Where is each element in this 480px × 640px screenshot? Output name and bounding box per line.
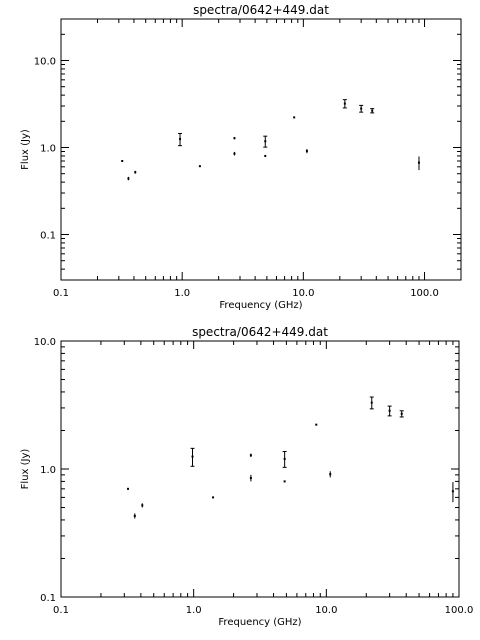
plot-2: spectra/0642+449.dat Frequency (GHz) Flux … — [20, 325, 473, 628]
y-tick-label: 10.0 — [34, 57, 56, 68]
point-marker — [370, 401, 373, 404]
x-tick-label: 10.0 — [315, 605, 337, 616]
x-axis-label: Frequency (GHz) — [219, 300, 302, 311]
data-point — [417, 156, 420, 171]
data-point — [359, 104, 364, 113]
data-point — [370, 108, 375, 114]
plot-1: spectra/0642+449.dat Frequency (GHz) Flux … — [20, 3, 462, 311]
data-point — [233, 137, 236, 140]
data-point — [329, 471, 332, 478]
data-point — [121, 159, 124, 162]
point-marker — [249, 454, 252, 457]
chart-title: spectra/0642+449.dat — [193, 3, 329, 17]
point-marker — [121, 159, 124, 162]
point-marker — [249, 477, 252, 480]
data-point — [283, 480, 286, 483]
point-marker — [315, 423, 318, 426]
x-tick-label: 1.0 — [186, 605, 202, 616]
x-tick-label: 100.0 — [410, 288, 439, 299]
point-marker — [400, 412, 403, 415]
data-point — [141, 503, 144, 508]
point-marker — [233, 137, 236, 140]
data-point — [212, 496, 215, 499]
y-tick-label: 1.0 — [40, 144, 56, 155]
plot-frame — [60, 340, 460, 598]
point-marker — [293, 116, 296, 119]
point-marker — [127, 487, 130, 490]
point-marker — [329, 473, 332, 476]
data-point — [315, 423, 318, 426]
data-point — [264, 154, 267, 157]
data-point — [399, 410, 404, 418]
y-axis-label: Flux (Jy) — [20, 129, 31, 170]
point-marker — [343, 102, 346, 105]
point-marker — [233, 152, 236, 155]
point-marker — [191, 455, 194, 458]
x-tick-label: 10.0 — [292, 288, 314, 299]
data-point — [133, 513, 136, 519]
data-point — [127, 176, 130, 181]
point-marker — [264, 140, 267, 143]
x-tick-label: 0.1 — [53, 605, 69, 616]
point-marker — [371, 109, 374, 112]
point-marker — [133, 514, 136, 517]
data-point — [134, 170, 137, 174]
chart-title: spectra/0642+449.dat — [192, 325, 328, 339]
point-marker — [264, 154, 267, 157]
point-marker — [198, 165, 201, 168]
point-marker — [451, 490, 454, 493]
data-point — [387, 405, 392, 417]
data-point — [178, 132, 183, 147]
x-tick-label: 0.1 — [53, 288, 69, 299]
x-axis-label: Frequency (GHz) — [218, 617, 301, 628]
data-point — [451, 482, 454, 503]
y-tick-label: 0.1 — [40, 593, 56, 604]
point-marker — [141, 504, 144, 507]
y-tick-label: 10.0 — [34, 337, 56, 348]
data-point — [127, 487, 130, 490]
x-tick-label: 1.0 — [174, 288, 190, 299]
plot-frame — [60, 18, 462, 281]
data-point — [198, 165, 201, 168]
data-point — [282, 450, 287, 468]
y-tick-label: 0.1 — [40, 231, 56, 242]
data-point — [342, 99, 347, 109]
data-point — [305, 149, 308, 154]
point-marker — [360, 107, 363, 110]
y-tick-label: 1.0 — [40, 465, 56, 476]
data-point — [190, 447, 195, 467]
point-marker — [388, 409, 391, 412]
data-point — [263, 135, 268, 148]
point-marker — [127, 177, 130, 180]
data-point — [233, 151, 236, 156]
data-point — [369, 396, 374, 410]
point-marker — [179, 138, 182, 141]
data-point — [293, 116, 296, 119]
point-marker — [212, 496, 215, 499]
x-tick-label: 100.0 — [445, 605, 474, 616]
point-marker — [134, 171, 137, 174]
data-point — [249, 453, 252, 458]
point-marker — [283, 457, 286, 460]
point-marker — [417, 161, 420, 164]
data-point — [249, 474, 252, 482]
point-marker — [305, 150, 308, 153]
y-axis-label: Flux (Jy) — [20, 449, 31, 490]
point-marker — [283, 480, 286, 483]
